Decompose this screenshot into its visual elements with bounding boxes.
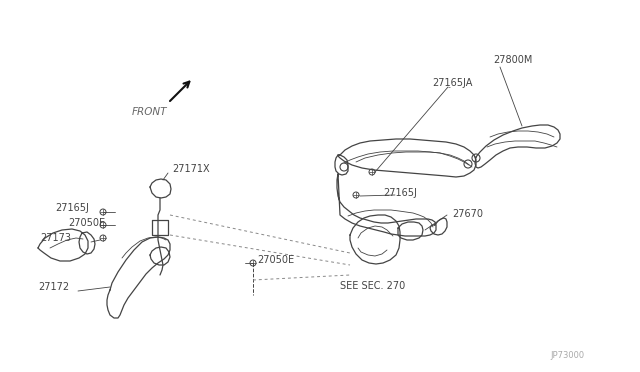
Text: 27050E: 27050E — [68, 218, 105, 228]
Text: 27800M: 27800M — [493, 55, 532, 65]
Text: 27670: 27670 — [452, 209, 483, 219]
Text: 27050E: 27050E — [257, 255, 294, 265]
Text: SEE SEC. 270: SEE SEC. 270 — [340, 281, 405, 291]
Text: 27165J: 27165J — [55, 203, 89, 213]
Text: 27173: 27173 — [40, 233, 71, 243]
Text: 27172: 27172 — [38, 282, 69, 292]
Text: FRONT: FRONT — [132, 107, 168, 117]
Text: 27171X: 27171X — [172, 164, 210, 174]
Text: 27165JA: 27165JA — [432, 78, 472, 88]
Text: 27165J: 27165J — [383, 188, 417, 198]
Text: JP73000: JP73000 — [550, 350, 584, 359]
